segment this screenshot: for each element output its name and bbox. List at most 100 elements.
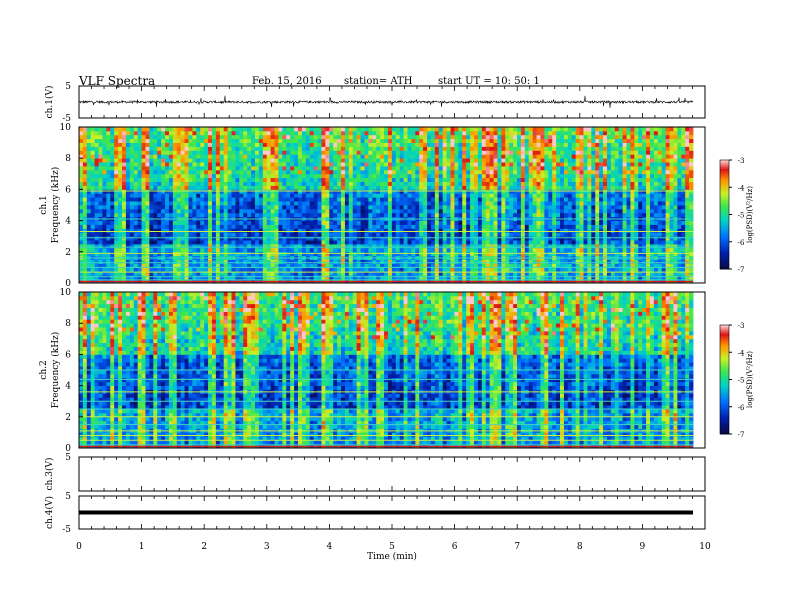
spectrogram-cell xyxy=(325,244,330,249)
spectrogram-cell xyxy=(157,177,162,182)
spectrogram-cell xyxy=(94,154,99,159)
spectrogram-cell xyxy=(294,146,299,151)
spectrogram-cell xyxy=(438,158,444,163)
spectrogram-cell xyxy=(446,138,451,143)
spectrogram-cell xyxy=(114,154,119,159)
spectrogram-cell xyxy=(204,271,209,276)
spectrogram-cell xyxy=(188,240,193,245)
spectrogram-cell xyxy=(501,138,506,143)
spectrogram-cell xyxy=(122,263,127,268)
spectrogram-cell xyxy=(118,267,123,272)
spectrogram-cell xyxy=(430,134,436,140)
spectrogram-cell xyxy=(309,154,315,159)
spectrogram-cell xyxy=(317,197,322,202)
spectrogram-cell xyxy=(384,201,389,206)
spectrogram-cell xyxy=(407,212,412,218)
spectrogram-cell xyxy=(470,138,475,143)
spectrogram-cell xyxy=(419,251,424,257)
spectrogram-cell xyxy=(278,154,283,159)
spectrogram-cell xyxy=(168,127,174,132)
spectrogram-cell xyxy=(125,130,131,136)
spectrogram-cell xyxy=(219,166,225,171)
spectrogram-cell xyxy=(301,173,307,179)
spectrogram-cell xyxy=(141,201,146,206)
spectrogram-cell xyxy=(517,244,522,249)
spectrogram-cell xyxy=(223,247,229,253)
spectrogram-cell xyxy=(372,181,377,186)
spectrogram-cell xyxy=(305,169,311,175)
spectrogram-cell xyxy=(344,267,350,272)
spectrogram-cell xyxy=(301,212,307,218)
spectrogram-cell xyxy=(168,201,174,206)
spectrogram-cell xyxy=(473,158,479,163)
spectrogram-cell xyxy=(505,236,510,241)
spectrogram-cell xyxy=(286,244,291,249)
spectrogram-cell xyxy=(454,138,459,143)
spectrogram-cell xyxy=(149,158,154,163)
spectrogram-cell xyxy=(513,220,518,225)
spectrogram-cell xyxy=(415,201,420,206)
spectrogram-cell xyxy=(294,212,299,218)
spectrogram-cell xyxy=(509,271,514,276)
spectrogram-cell xyxy=(286,197,291,202)
spectrogram-cell xyxy=(509,228,514,233)
spectrogram-cell xyxy=(153,154,158,159)
spectrogram-cell xyxy=(423,212,428,218)
spectrogram-cell xyxy=(90,240,96,245)
spectrogram-cell xyxy=(262,181,268,186)
spectrogram-cell xyxy=(446,208,451,214)
spectrogram-cell xyxy=(517,130,522,136)
spectrogram-cell xyxy=(466,130,471,136)
spectrogram-cell xyxy=(485,185,491,190)
spectrogram-cell xyxy=(438,275,444,280)
spectrogram-cell xyxy=(215,185,221,190)
spectrogram-cell xyxy=(180,263,185,268)
spectrogram-cell xyxy=(473,251,479,257)
spectrogram-cell xyxy=(384,142,389,147)
spectrogram-cell xyxy=(442,181,448,186)
spectrogram-cell xyxy=(333,263,338,268)
spectrogram-cell xyxy=(106,138,111,143)
spectrogram-cell xyxy=(501,181,506,186)
spectrogram-cell xyxy=(344,201,350,206)
spectrogram-cell xyxy=(305,259,311,264)
spectrogram-cell xyxy=(94,177,99,182)
spectrogram-cell xyxy=(282,208,287,214)
spectrogram-cell xyxy=(208,169,213,175)
spectrogram-cell xyxy=(153,173,158,179)
spectrogram-cell xyxy=(106,130,111,136)
spectrogram-cell xyxy=(368,127,373,132)
spectrogram-cell xyxy=(251,212,256,218)
spectrogram-cell xyxy=(180,169,185,175)
spectrogram-cell xyxy=(301,208,307,214)
spectrogram-cell xyxy=(137,212,142,218)
spectrogram-cell xyxy=(114,181,119,186)
spectrogram-cell xyxy=(454,173,459,179)
spectrogram-cell xyxy=(540,142,545,147)
spectrogram-cell xyxy=(466,166,471,171)
spectrogram-cell xyxy=(489,181,494,186)
spectrogram-cell xyxy=(274,236,279,241)
spectrogram-cell xyxy=(262,251,268,257)
spectrogram-cell xyxy=(254,228,260,233)
spectrogram-cell xyxy=(313,228,318,233)
spectrogram-cell xyxy=(86,212,92,218)
spectrogram-cell xyxy=(231,232,236,237)
spectrogram-cell xyxy=(305,263,311,268)
spectrogram-cell xyxy=(341,189,346,194)
spectrogram-cell xyxy=(243,267,248,272)
spectrogram-cell xyxy=(473,134,479,140)
spectrogram-cell xyxy=(493,166,498,171)
spectrogram-cell xyxy=(157,212,162,218)
spectrogram-cell xyxy=(165,220,170,225)
spectrogram-cell xyxy=(430,244,436,249)
spectrogram-cell xyxy=(110,240,115,245)
spectrogram-cell xyxy=(536,146,541,151)
spectrogram-cell xyxy=(137,162,142,167)
spectrogram-cell xyxy=(501,158,506,163)
spectrogram-cell xyxy=(434,134,440,140)
spectrogram-cell xyxy=(458,205,463,210)
spectrogram-cell xyxy=(470,251,475,257)
spectrogram-cell xyxy=(344,275,350,280)
spectrogram-cell xyxy=(188,181,193,186)
